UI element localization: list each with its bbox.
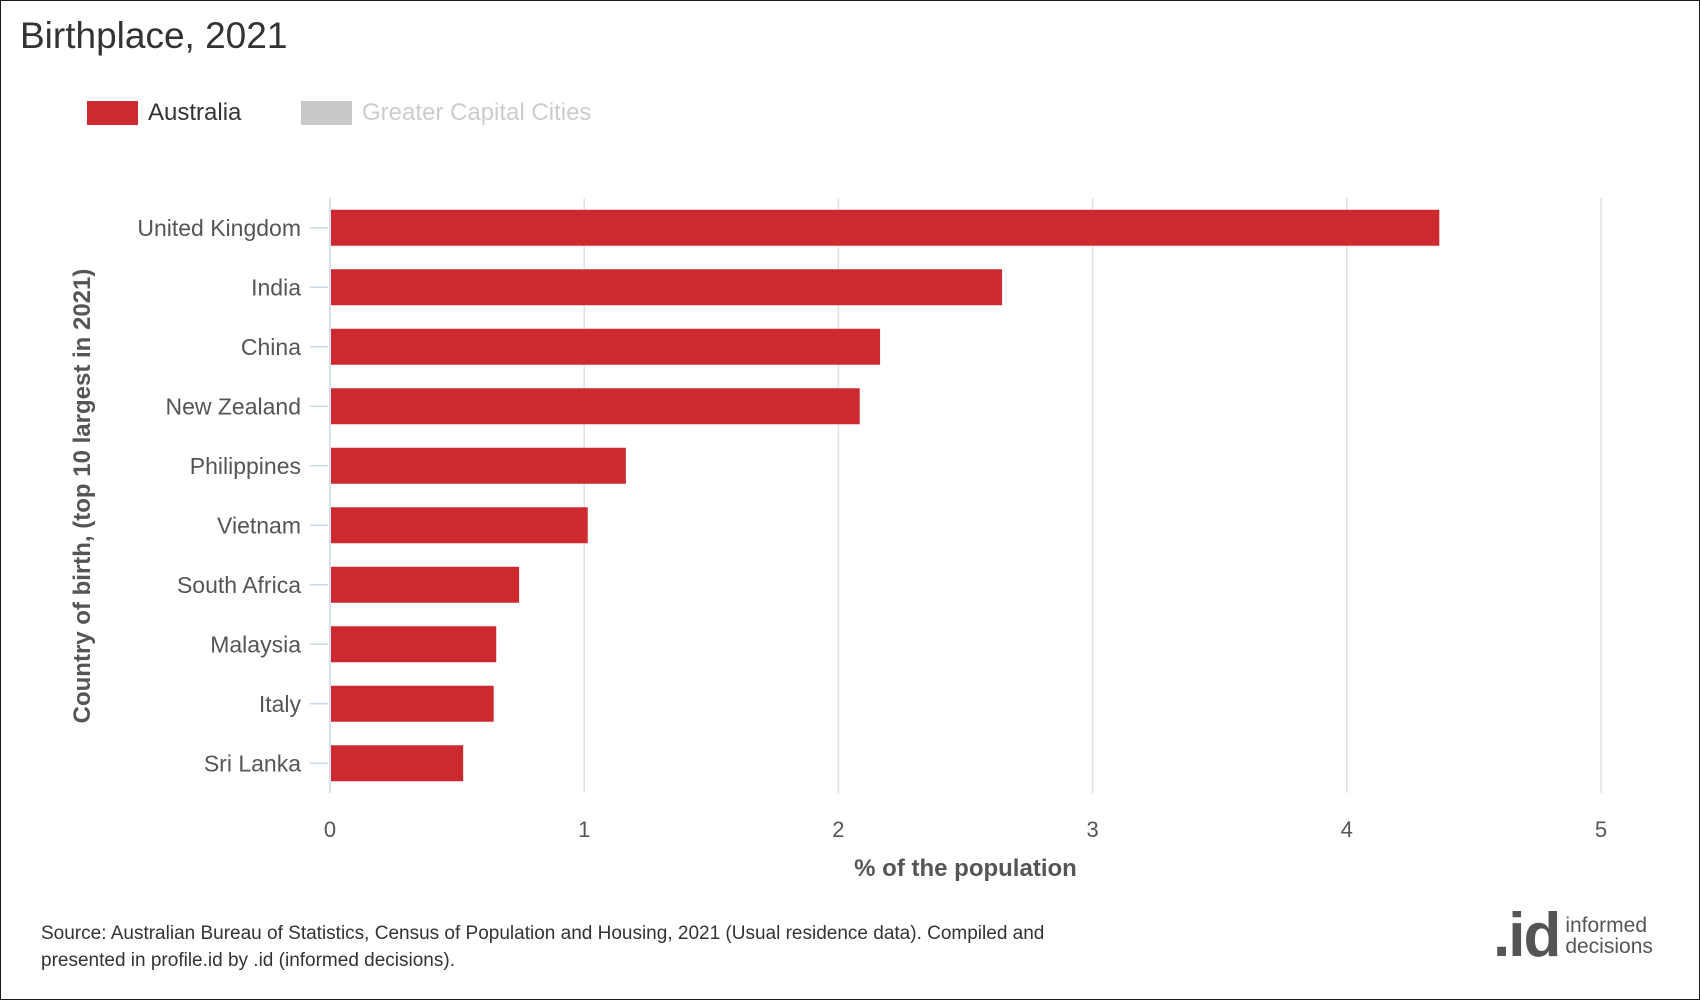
x-tick-label-5: 5 xyxy=(1595,817,1607,842)
bar-chart: 0 1 2 3 4 5 United Kingdom India China New Zealan… xyxy=(69,198,1607,882)
source-line-1: Source: Australian Bureau of Statistics,… xyxy=(41,923,1045,944)
logo-text: informed decisions xyxy=(1565,915,1655,957)
bar-vietnam xyxy=(331,507,588,544)
x-tick-label-3: 3 xyxy=(1086,817,1098,842)
category-label-india: India xyxy=(251,274,301,300)
source-note: Source: Australian Bureau of Statistics,… xyxy=(41,920,1201,974)
logo-text-line-2: decisions xyxy=(1565,935,1653,958)
category-label-italy: Italy xyxy=(259,691,302,717)
category-label-malaysia: Malaysia xyxy=(210,631,301,657)
bar-south-africa xyxy=(331,566,520,603)
bar-sri-lanka xyxy=(331,745,464,782)
legend-item-greater-capital-cities[interactable]: Greater Capital Cities xyxy=(301,99,591,127)
legend-swatch-australia xyxy=(87,101,138,125)
category-label-sri-lanka: Sri Lanka xyxy=(204,750,301,776)
chart-title: Birthplace, 2021 xyxy=(20,15,288,56)
y-axis-title: Country of birth, (top 10 largest in 202… xyxy=(69,269,96,724)
category-label-new-zealand: New Zealand xyxy=(165,393,301,419)
category-label-vietnam: Vietnam xyxy=(217,512,301,538)
x-tick-label-4: 4 xyxy=(1341,817,1353,842)
category-label-united-kingdom: United Kingdom xyxy=(137,215,301,241)
bar-new-zealand xyxy=(331,388,860,425)
x-tick-label-0: 0 xyxy=(324,817,336,842)
id-logo: .id informed decisions xyxy=(1493,905,1655,967)
bar-india xyxy=(331,269,1003,306)
legend-label-australia: Australia xyxy=(148,99,242,126)
x-tick-label-2: 2 xyxy=(832,817,844,842)
logo-mark: .id xyxy=(1493,901,1561,970)
category-label-philippines: Philippines xyxy=(190,453,301,479)
legend-item-australia[interactable]: Australia xyxy=(87,99,241,127)
category-label-china: China xyxy=(241,334,301,360)
x-tick-label-1: 1 xyxy=(578,817,590,842)
x-axis-title: % of the population xyxy=(854,855,1077,882)
bar-malaysia xyxy=(331,626,497,663)
bar-china xyxy=(331,328,881,365)
bar-united-kingdom xyxy=(331,209,1440,246)
legend-swatch-greater-capital-cities xyxy=(301,101,352,125)
source-line-2: presented in profile.id by .id (informed… xyxy=(41,950,455,971)
logo-text-line-1: informed xyxy=(1565,914,1648,937)
category-label-south-africa: South Africa xyxy=(177,572,301,598)
bar-philippines xyxy=(331,447,626,484)
bar-italy xyxy=(331,685,494,722)
legend-label-greater-capital-cities: Greater Capital Cities xyxy=(362,99,592,126)
